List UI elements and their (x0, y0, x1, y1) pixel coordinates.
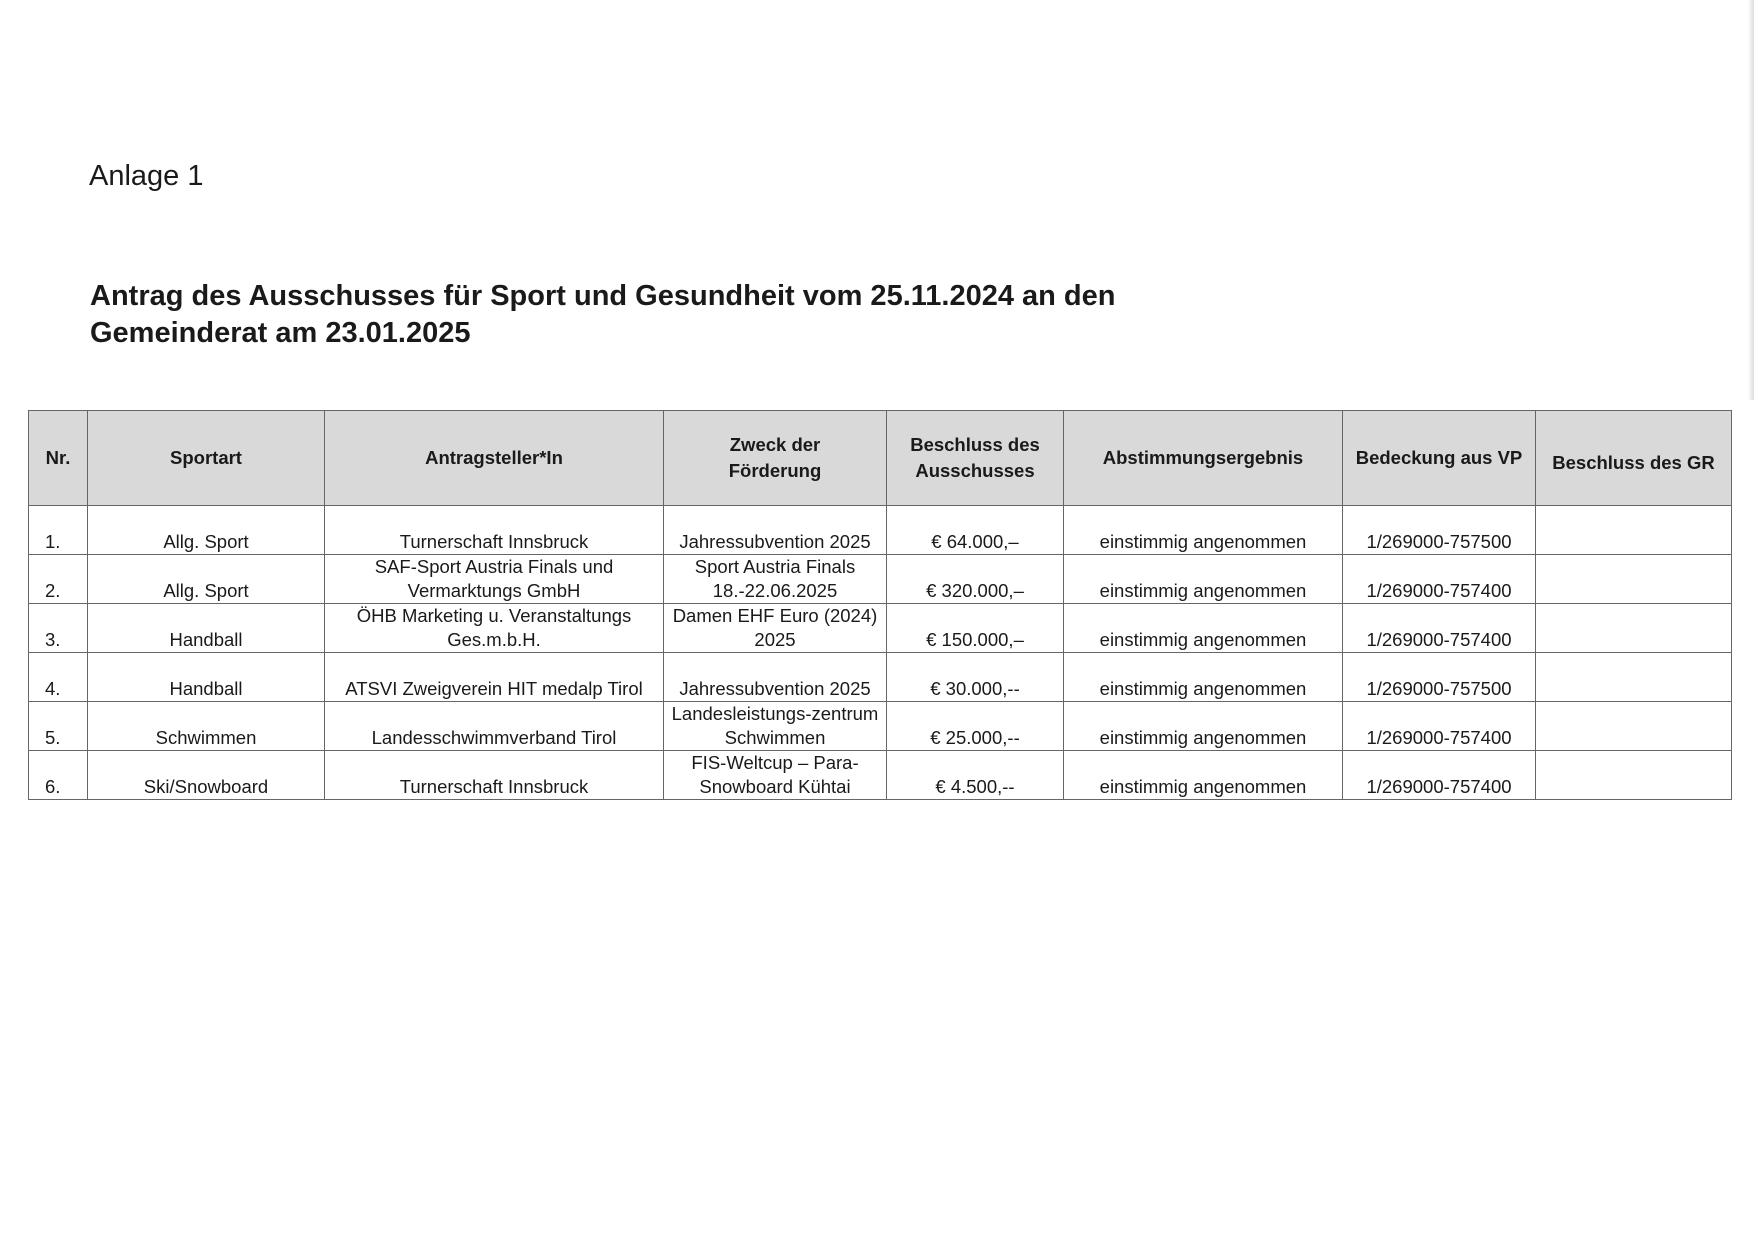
cell-antragsteller: ÖHB Marketing u. Veranstaltungs Ges.m.b.… (324, 603, 664, 653)
heading-line-2: Gemeinderat am 23.01.2025 (90, 317, 471, 349)
table-row: 2. Allg. Sport SAF-Sport Austria Finals un… (28, 554, 1732, 604)
cell-sportart: Allg. Sport (87, 505, 325, 555)
cell-antragsteller: SAF-Sport Austria Finals und Vermarktung… (324, 554, 664, 604)
header-antragsteller: Antragsteller*In (324, 410, 664, 506)
cell-beschluss: € 25.000,-- (886, 701, 1064, 751)
document-heading: Antrag des Ausschusses für Sport und Ges… (90, 278, 1490, 352)
table-header-row: Nr. Sportart Antragsteller*In Zweck der … (28, 410, 1732, 506)
cell-bedeckung: 1/269000-757400 (1342, 603, 1536, 653)
cell-bedeckung: 1/269000-757400 (1342, 554, 1536, 604)
cell-nr: 3. (28, 603, 88, 653)
cell-beschluss: € 30.000,-- (886, 652, 1064, 702)
cell-zweck: FIS-Weltcup – Para-Snowboard Kühtai (663, 750, 887, 800)
cell-zweck: Sport Austria Finals 18.-22.06.2025 (663, 554, 887, 604)
cell-sportart: Handball (87, 652, 325, 702)
cell-antragsteller: Landesschwimmverband Tirol (324, 701, 664, 751)
cell-zweck: Landesleistungs-zentrum Schwimmen (663, 701, 887, 751)
cell-abstimmung: einstimmig angenommen (1063, 652, 1343, 702)
cell-antragsteller: ATSVI Zweigverein HIT medalp Tirol (324, 652, 664, 702)
cell-gr (1535, 652, 1732, 702)
header-zweck: Zweck der Förderung (663, 410, 887, 506)
table-row: 3. Handball ÖHB Marketing u. Veranstaltung… (28, 603, 1732, 653)
cell-antragsteller: Turnerschaft Innsbruck (324, 750, 664, 800)
cell-bedeckung: 1/269000-757400 (1342, 701, 1536, 751)
header-beschluss-gr: Beschluss des GR (1535, 410, 1732, 506)
table-row: 4. Handball ATSVI Zweigverein HIT medalp T… (28, 652, 1732, 702)
cell-zweck: Damen EHF Euro (2024) 2025 (663, 603, 887, 653)
cell-zweck: Jahressubvention 2025 (663, 505, 887, 555)
cell-beschluss: € 150.000,– (886, 603, 1064, 653)
cell-abstimmung: einstimmig angenommen (1063, 554, 1343, 604)
header-abstimmung: Abstimmungsergebnis (1063, 410, 1343, 506)
cell-abstimmung: einstimmig angenommen (1063, 505, 1343, 555)
cell-gr (1535, 554, 1732, 604)
table-row: 6. Ski/Snowboard Turnerschaft Innsbruck FIS… (28, 750, 1732, 800)
cell-gr (1535, 750, 1732, 800)
cell-gr (1535, 701, 1732, 751)
cell-nr: 2. (28, 554, 88, 604)
cell-sportart: Ski/Snowboard (87, 750, 325, 800)
cell-sportart: Handball (87, 603, 325, 653)
cell-bedeckung: 1/269000-757500 (1342, 505, 1536, 555)
header-bedeckung: Bedeckung aus VP (1342, 410, 1536, 506)
cell-nr: 4. (28, 652, 88, 702)
cell-abstimmung: einstimmig angenommen (1063, 750, 1343, 800)
cell-bedeckung: 1/269000-757500 (1342, 652, 1536, 702)
header-nr: Nr. (28, 410, 88, 506)
header-beschluss: Beschluss des Ausschusses (886, 410, 1064, 506)
cell-gr (1535, 505, 1732, 555)
table-row: 5. Schwimmen Landesschwimmverband Tirol Lan… (28, 701, 1732, 751)
cell-nr: 1. (28, 505, 88, 555)
cell-zweck: Jahressubvention 2025 (663, 652, 887, 702)
cell-abstimmung: einstimmig angenommen (1063, 701, 1343, 751)
cell-beschluss: € 4.500,-- (886, 750, 1064, 800)
funding-table: Nr. Sportart Antragsteller*In Zweck der … (28, 410, 1732, 800)
cell-abstimmung: einstimmig angenommen (1063, 603, 1343, 653)
cell-bedeckung: 1/269000-757400 (1342, 750, 1536, 800)
cell-sportart: Allg. Sport (87, 554, 325, 604)
cell-nr: 6. (28, 750, 88, 800)
scan-edge (1748, 0, 1754, 400)
cell-antragsteller: Turnerschaft Innsbruck (324, 505, 664, 555)
heading-line-1: Antrag des Ausschusses für Sport und Ges… (90, 280, 1116, 312)
cell-gr (1535, 603, 1732, 653)
cell-sportart: Schwimmen (87, 701, 325, 751)
cell-nr: 5. (28, 701, 88, 751)
cell-beschluss: € 64.000,– (886, 505, 1064, 555)
attachment-label: Anlage 1 (89, 160, 204, 192)
table-row: 1. Allg. Sport Turnerschaft Innsbruck Jahre… (28, 505, 1732, 555)
cell-beschluss: € 320.000,– (886, 554, 1064, 604)
header-sportart: Sportart (87, 410, 325, 506)
